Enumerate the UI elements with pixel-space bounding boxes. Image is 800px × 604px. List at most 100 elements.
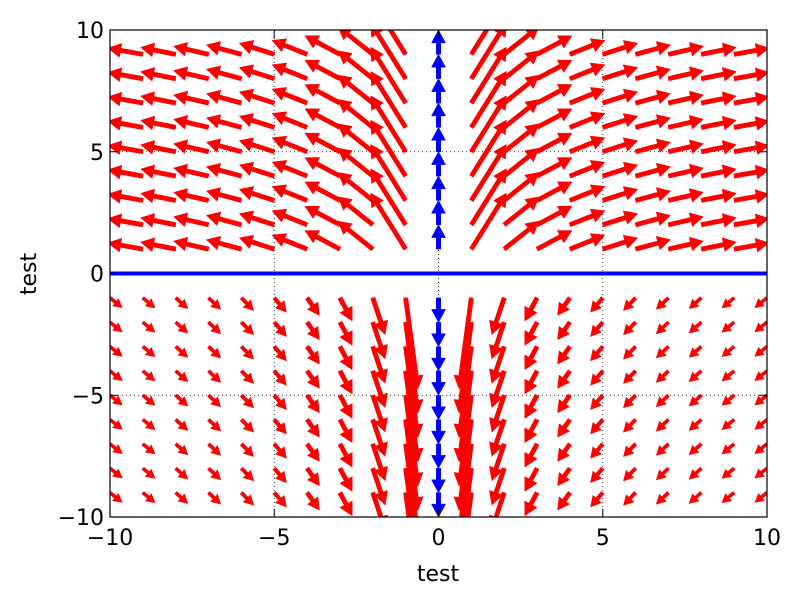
- arrow: [667, 42, 704, 57]
- arrow: [601, 161, 639, 179]
- arrow: [634, 138, 672, 155]
- arrow: [272, 296, 287, 313]
- arrow: [174, 491, 189, 504]
- arrow: [601, 113, 639, 130]
- arrow: [733, 91, 767, 107]
- arrow: [238, 137, 276, 155]
- arrow: [655, 491, 670, 505]
- arrow: [601, 234, 639, 252]
- arrow: [489, 369, 507, 409]
- arrow: [431, 321, 446, 348]
- arrow: [337, 466, 353, 492]
- arrow: [370, 321, 388, 360]
- arrow: [721, 296, 736, 309]
- arrow: [370, 46, 408, 105]
- arrow: [634, 114, 672, 130]
- arrow: [238, 40, 276, 57]
- arrow: [205, 187, 243, 203]
- arrow: [173, 188, 210, 203]
- arrow: [207, 491, 222, 505]
- arrow: [667, 66, 704, 82]
- arrow: [667, 188, 704, 203]
- arrow: [557, 466, 572, 487]
- arrow: [370, 369, 388, 409]
- arrow: [370, 442, 388, 482]
- arrow: [110, 320, 123, 333]
- arrow: [370, 95, 408, 154]
- arrow: [141, 393, 156, 406]
- arrow: [173, 236, 210, 252]
- arrow: [623, 320, 638, 336]
- arrow: [634, 89, 672, 106]
- arrow: [688, 442, 703, 456]
- arrow: [469, 70, 507, 129]
- arrow: [141, 369, 156, 382]
- arrow: [271, 111, 309, 130]
- arrow: [590, 320, 605, 338]
- arrow: [272, 393, 287, 410]
- arrow: [524, 466, 540, 492]
- arrow: [110, 393, 123, 406]
- arrow: [271, 160, 309, 179]
- y-tick-label: −5: [72, 384, 104, 409]
- arrow: [403, 443, 418, 517]
- arrow: [431, 346, 446, 372]
- arrow: [524, 442, 540, 468]
- arrow: [754, 296, 767, 309]
- arrow: [337, 491, 353, 517]
- arrow: [141, 320, 156, 333]
- arrow: [140, 213, 177, 228]
- arrow: [568, 184, 606, 203]
- arrow: [140, 91, 177, 106]
- arrow: [655, 393, 670, 408]
- arrow: [238, 186, 276, 203]
- arrow: [271, 184, 309, 203]
- y-tick-label: 10: [76, 19, 104, 44]
- arrow: [205, 41, 243, 57]
- arrow: [502, 123, 540, 154]
- arrow: [721, 369, 736, 382]
- arrow: [174, 442, 189, 456]
- arrow: [489, 467, 507, 506]
- arrow: [623, 369, 638, 384]
- arrow: [623, 393, 638, 409]
- arrow: [207, 296, 222, 310]
- arrow: [634, 65, 672, 82]
- arrow: [304, 157, 342, 179]
- arrow: [655, 369, 670, 383]
- arrow: [535, 59, 573, 81]
- arrow: [305, 320, 320, 341]
- arrow: [688, 393, 703, 407]
- arrow: [469, 95, 507, 154]
- arrow: [271, 38, 309, 57]
- arrow: [431, 224, 446, 250]
- arrow: [469, 30, 490, 56]
- arrow: [535, 157, 573, 179]
- arrow: [239, 491, 255, 506]
- plot-area: [110, 30, 767, 517]
- arrow: [655, 296, 670, 310]
- arrow: [305, 296, 320, 316]
- arrow: [733, 237, 767, 253]
- arrow: [465, 492, 474, 517]
- arrow: [535, 35, 573, 57]
- x-tick-label: 5: [596, 526, 610, 551]
- arrow: [754, 418, 767, 430]
- arrow: [431, 395, 446, 421]
- arrow: [568, 111, 606, 130]
- arrow: [337, 220, 375, 252]
- arrow: [535, 132, 573, 155]
- arrow: [207, 320, 222, 335]
- arrow: [140, 140, 177, 155]
- arrow: [469, 119, 507, 178]
- arrow: [431, 30, 446, 55]
- arrow: [140, 237, 177, 253]
- arrow: [700, 188, 737, 204]
- arrow: [207, 466, 222, 481]
- arrow: [431, 468, 446, 494]
- arrow: [469, 46, 507, 105]
- arrow: [238, 234, 276, 252]
- arrow: [700, 91, 737, 106]
- arrow: [174, 466, 189, 480]
